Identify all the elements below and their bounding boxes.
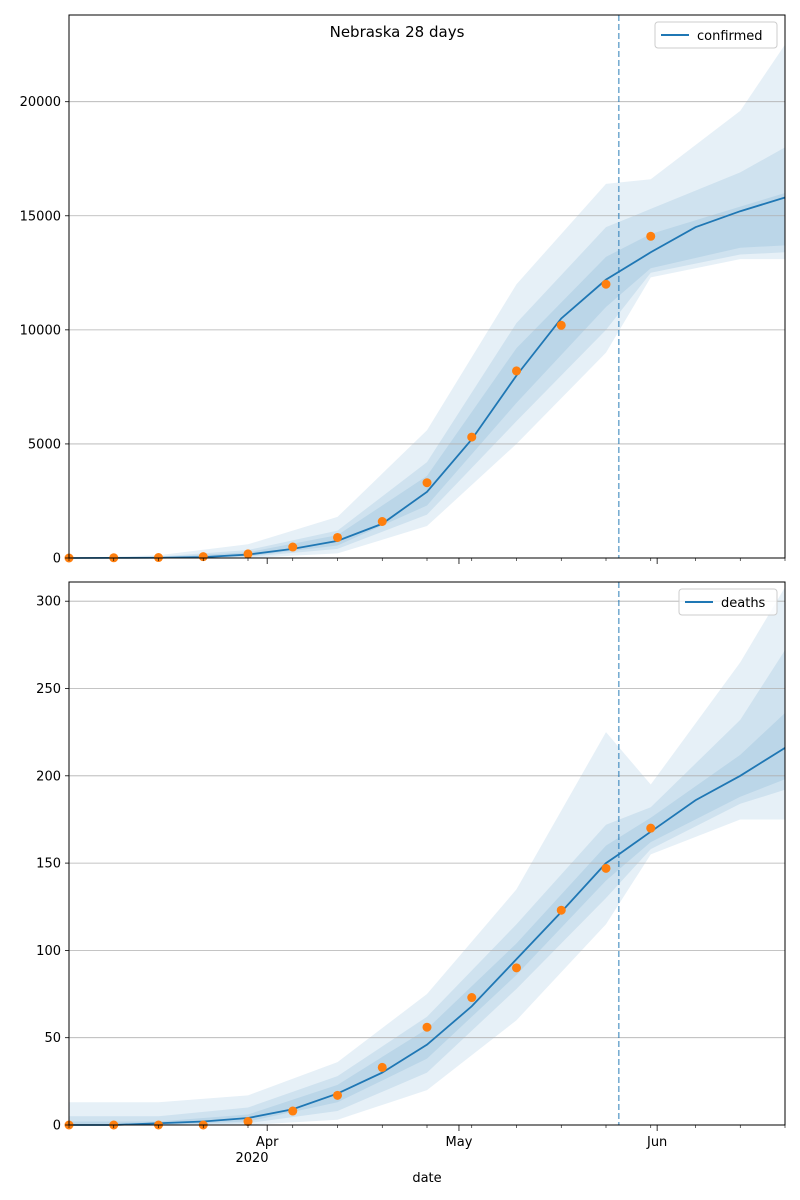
deaths-y-tick-label: 200 — [36, 769, 61, 784]
confirmed-axes-frame — [68, 14, 786, 559]
deaths-observed-point — [646, 823, 656, 833]
confirmed-observed-point — [198, 552, 208, 562]
confirmed-observed-point — [646, 231, 656, 241]
confirmed-observed-point — [512, 366, 521, 376]
confirmed-y-tick-label: 5000 — [28, 437, 61, 452]
deaths-observed-point — [556, 905, 566, 915]
confirmed-band-middle — [69, 147, 785, 558]
deaths-y-tick-label: 50 — [44, 1031, 61, 1046]
confirmed-y-tick-label: 0 — [53, 552, 61, 567]
confirmed-observed-point — [333, 532, 342, 542]
deaths-band-outer — [69, 587, 785, 1125]
confirmed-y-tick-label: 10000 — [20, 323, 61, 338]
deaths-observed-point — [512, 963, 521, 973]
confirmed-legend-label: confirmed — [697, 29, 763, 44]
deaths-observed-point — [243, 1117, 253, 1127]
x-axis-year-label: 2020 — [235, 1151, 268, 1166]
deaths-axes-frame — [68, 581, 786, 1126]
deaths-fit-line — [69, 747, 786, 1126]
confirmed-fit-line — [68, 196, 786, 559]
confirmed-observed-point — [422, 478, 432, 488]
confirmed-y-tick-label: 15000 — [20, 209, 61, 224]
deaths-legend-box — [678, 588, 778, 616]
deaths-observed-point — [601, 863, 611, 873]
deaths-fit-line-group — [69, 582, 786, 1126]
confirmed-y-tick-label: 20000 — [20, 95, 61, 110]
confirmed-observed-point — [377, 516, 387, 526]
confirmed-legend: confirmed — [654, 21, 778, 49]
deaths-y-tick-label: 150 — [36, 857, 61, 872]
deaths-observed-point — [467, 993, 477, 1003]
confirmed-fit-line-group — [68, 15, 786, 559]
deaths-y-tick-label: 300 — [36, 595, 61, 610]
deaths-y-tick-label: 100 — [36, 944, 61, 959]
confirmed-panel: 0 5000 10000 15000 20000 confirmed — [20, 14, 786, 567]
confirmed-band-inner — [69, 192, 785, 558]
deaths-observed-point — [422, 1022, 432, 1032]
figure-title: Nebraska 28 days — [330, 23, 465, 41]
deaths-x-tick-label: Apr — [256, 1135, 279, 1150]
deaths-observed-point — [333, 1090, 342, 1100]
deaths-x-tick-label: Jun — [646, 1135, 667, 1150]
deaths-y-tick-label: 250 — [36, 682, 61, 697]
confirmed-observed-point — [467, 432, 477, 442]
deaths-legend-label: deaths — [721, 596, 766, 611]
x-axis-label: date — [412, 1171, 441, 1186]
confirmed-band-outer — [69, 44, 785, 558]
confirmed-axis-ticks: 0 5000 10000 15000 20000 — [20, 95, 786, 567]
confirmed-observed-points — [64, 231, 656, 563]
confirmed-observed-point — [243, 549, 253, 559]
confirmed-observed-point — [556, 320, 566, 330]
confirmed-legend-box — [654, 21, 778, 49]
deaths-legend: deaths — [678, 588, 778, 616]
deaths-observed-point — [288, 1106, 298, 1116]
confirmed-observed-point — [288, 542, 298, 552]
deaths-x-tick-label: May — [446, 1135, 473, 1150]
deaths-band-inner — [69, 712, 785, 1125]
confirmed-observed-point — [601, 279, 611, 289]
deaths-observed-point — [377, 1062, 387, 1072]
deaths-y-tick-label: 0 — [53, 1119, 61, 1134]
deaths-panel: 0 50 100 150 200 250 300 Apr May Jun deaths 2020 — [36, 581, 786, 1166]
